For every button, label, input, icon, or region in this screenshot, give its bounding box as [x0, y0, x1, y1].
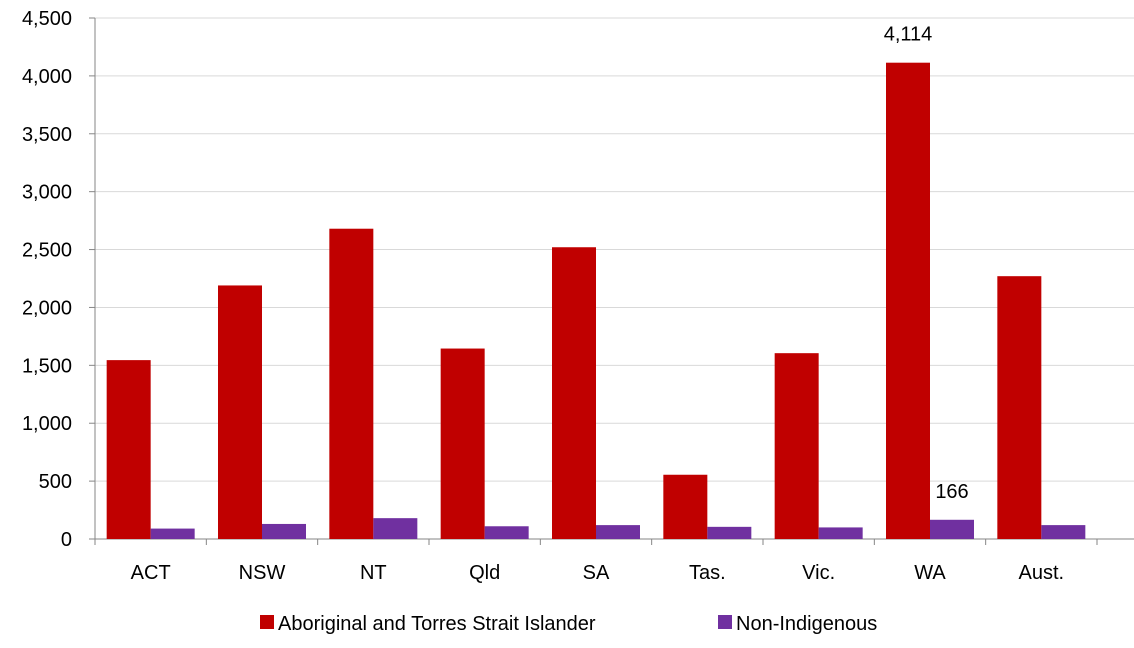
legend-label: Non-Indigenous	[736, 613, 877, 635]
bar-aboriginal-nsw	[218, 285, 262, 539]
x-tick-label: Aust.	[1019, 562, 1065, 584]
bar-non-indigenous-vic	[819, 527, 863, 539]
legend-swatch-1	[718, 615, 732, 629]
y-tick-label: 1,000	[22, 413, 72, 435]
y-tick-label: 3,500	[22, 124, 72, 146]
bar-non-indigenous-act	[151, 529, 195, 539]
y-tick-label: 4,000	[22, 66, 72, 88]
bar-aboriginal-wa	[886, 63, 930, 539]
bar-non-indigenous-qld	[485, 526, 529, 539]
x-tick-label: NT	[360, 562, 387, 584]
bar-non-indigenous-sa	[596, 525, 640, 539]
bar-non-indigenous-tas	[707, 527, 751, 539]
bar-non-indigenous-aust	[1041, 525, 1085, 539]
bar-non-indigenous-wa	[930, 520, 974, 539]
y-tick-label: 500	[39, 471, 72, 493]
bar-aboriginal-vic	[775, 353, 819, 539]
data-label: 166	[935, 481, 968, 503]
legend: Aboriginal and Torres Strait Islander Non…	[260, 613, 877, 635]
y-tick-label: 1,500	[22, 355, 72, 377]
bar-aboriginal-act	[107, 360, 151, 539]
bar-aboriginal-sa	[552, 247, 596, 539]
x-tick-label: Qld	[469, 562, 500, 584]
y-tick-label: 2,500	[22, 240, 72, 262]
bar-aboriginal-nt	[329, 229, 373, 539]
x-tick-label: NSW	[239, 562, 286, 584]
bar-aboriginal-tas	[663, 475, 707, 539]
x-tick-label: WA	[914, 562, 946, 584]
legend-label: Aboriginal and Torres Strait Islander	[278, 613, 596, 635]
x-tick-label: SA	[583, 562, 610, 584]
x-tick-label: Vic.	[802, 562, 835, 584]
y-tick-label: 3,000	[22, 182, 72, 204]
bar-non-indigenous-nsw	[262, 524, 306, 539]
y-tick-label: 0	[61, 529, 72, 551]
bar-non-indigenous-nt	[373, 518, 417, 539]
data-label: 4,114	[884, 24, 933, 46]
x-tick-label: ACT	[131, 562, 171, 584]
x-tick-label: Tas.	[689, 562, 726, 584]
legend-swatch-0	[260, 615, 274, 629]
y-tick-label: 4,500	[22, 8, 72, 30]
bar-aboriginal-aust	[997, 276, 1041, 539]
y-tick-label: 2,000	[22, 297, 72, 319]
bar-aboriginal-qld	[441, 349, 485, 539]
